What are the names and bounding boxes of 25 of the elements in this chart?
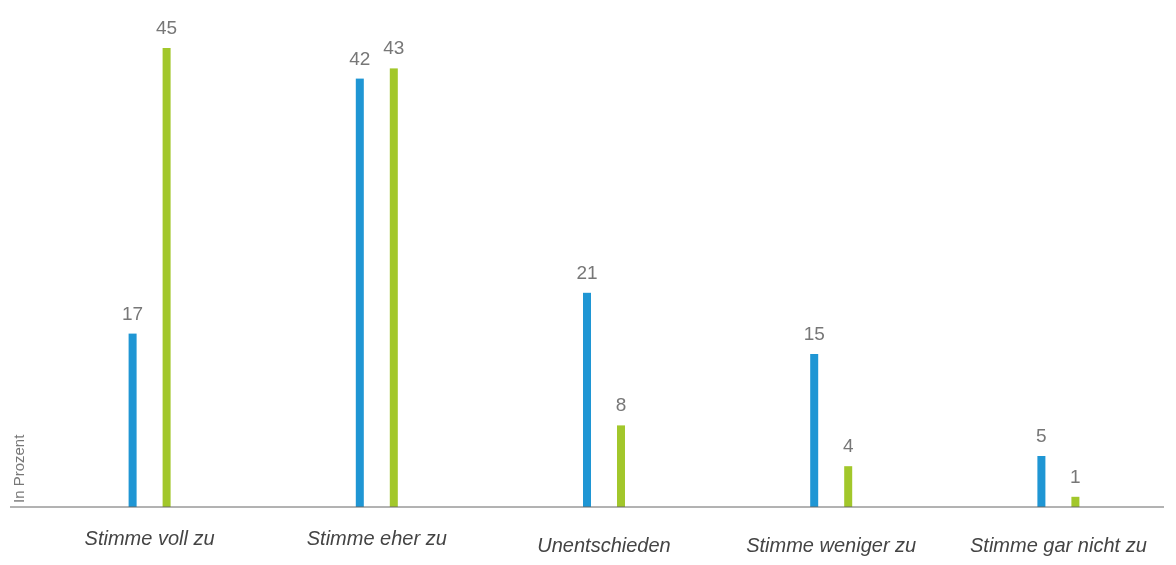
x-tick-label: Stimme eher zu: [306, 527, 447, 549]
y-axis-title: In Prozent: [10, 433, 27, 503]
x-tick-label: Stimme weniger zu: [746, 534, 917, 556]
data-label: 5: [1036, 425, 1047, 446]
bar: [1037, 456, 1046, 507]
bar: [583, 292, 591, 507]
bar: [844, 466, 853, 507]
data-label: 8: [615, 394, 627, 416]
bar: [128, 333, 137, 507]
data-label: 45: [156, 17, 178, 38]
data-label: 17: [122, 302, 144, 324]
data-label: 21: [576, 261, 598, 283]
bar: [389, 68, 398, 507]
data-label: 4: [842, 435, 854, 457]
data-label: 1: [1070, 465, 1081, 487]
x-tick-label: Unentschieden: [537, 534, 671, 556]
data-label: 42: [349, 47, 371, 69]
data-label: 15: [803, 323, 825, 344]
data-label: 43: [383, 37, 405, 59]
x-tick-label: Stimme gar nicht zu: [970, 534, 1147, 556]
bar: [162, 48, 171, 507]
x-tick-label: Stimme voll zu: [84, 527, 215, 549]
bar: [355, 78, 364, 507]
bar: [810, 354, 819, 507]
bar: [617, 425, 625, 507]
